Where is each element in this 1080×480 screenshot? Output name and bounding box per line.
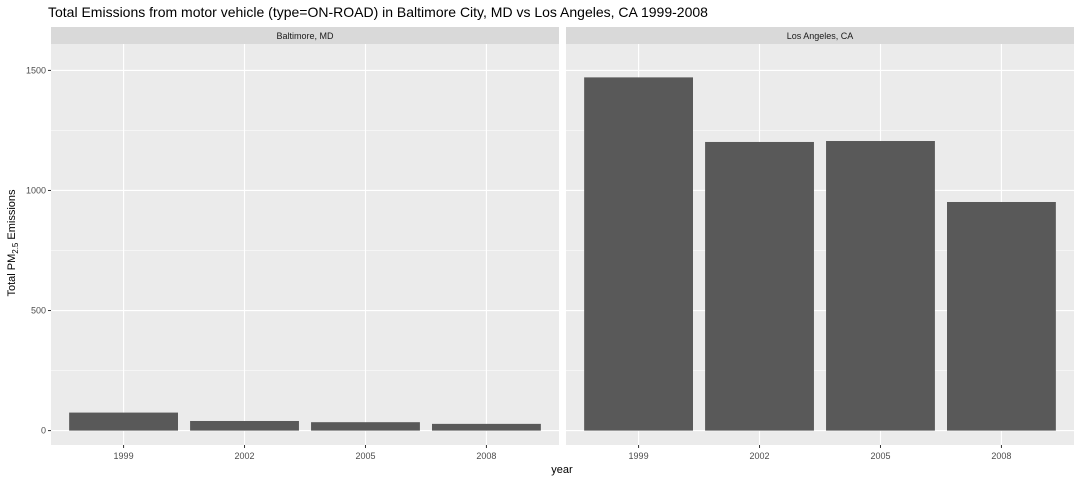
- chart-title: Total Emissions from motor vehicle (type…: [48, 4, 708, 20]
- bar: [432, 423, 541, 431]
- facet-panel: Los Angeles, CA 1999 2002 2005 2008: [566, 27, 1074, 461]
- facet-strip: [51, 27, 559, 44]
- y-axis-title: Total PM2.5 Emissions: [6, 189, 20, 297]
- y-tick-label: 500: [31, 306, 46, 316]
- bar: [311, 422, 420, 431]
- bar: [947, 201, 1056, 431]
- bar: [69, 412, 178, 431]
- x-tick-label: 1999: [114, 451, 134, 461]
- x-tick-label: 1999: [629, 451, 649, 461]
- x-axis-title: year: [551, 464, 573, 476]
- facet-strip-label: Baltimore, MD: [276, 31, 334, 41]
- panel-background: [51, 44, 559, 445]
- y-axis-title-subscript: 2.5: [11, 242, 20, 254]
- y-tick-label: 1000: [26, 185, 46, 195]
- y-tick-label: 0: [41, 426, 46, 436]
- bar: [190, 420, 299, 431]
- x-tick-label: 2008: [476, 451, 496, 461]
- bar: [584, 77, 693, 431]
- x-tick-label: 2002: [750, 451, 770, 461]
- x-tick-label: 2002: [235, 451, 255, 461]
- y-tick-label: 1500: [26, 65, 46, 75]
- bar: [705, 141, 814, 431]
- bar: [826, 141, 935, 431]
- y-axis: 0 500 1000 1500: [26, 65, 51, 436]
- facet-strip: [566, 27, 1074, 44]
- y-axis-title-suffix: Emissions: [6, 189, 18, 243]
- facet-panel: Baltimore, MD 1999 2002 2005 2008: [51, 27, 559, 461]
- x-tick-label: 2005: [355, 451, 375, 461]
- x-tick-label: 2005: [870, 451, 890, 461]
- facet-strip-label: Los Angeles, CA: [787, 31, 854, 41]
- x-tick-label: 2008: [991, 451, 1011, 461]
- y-axis-title-prefix: Total PM: [6, 254, 18, 297]
